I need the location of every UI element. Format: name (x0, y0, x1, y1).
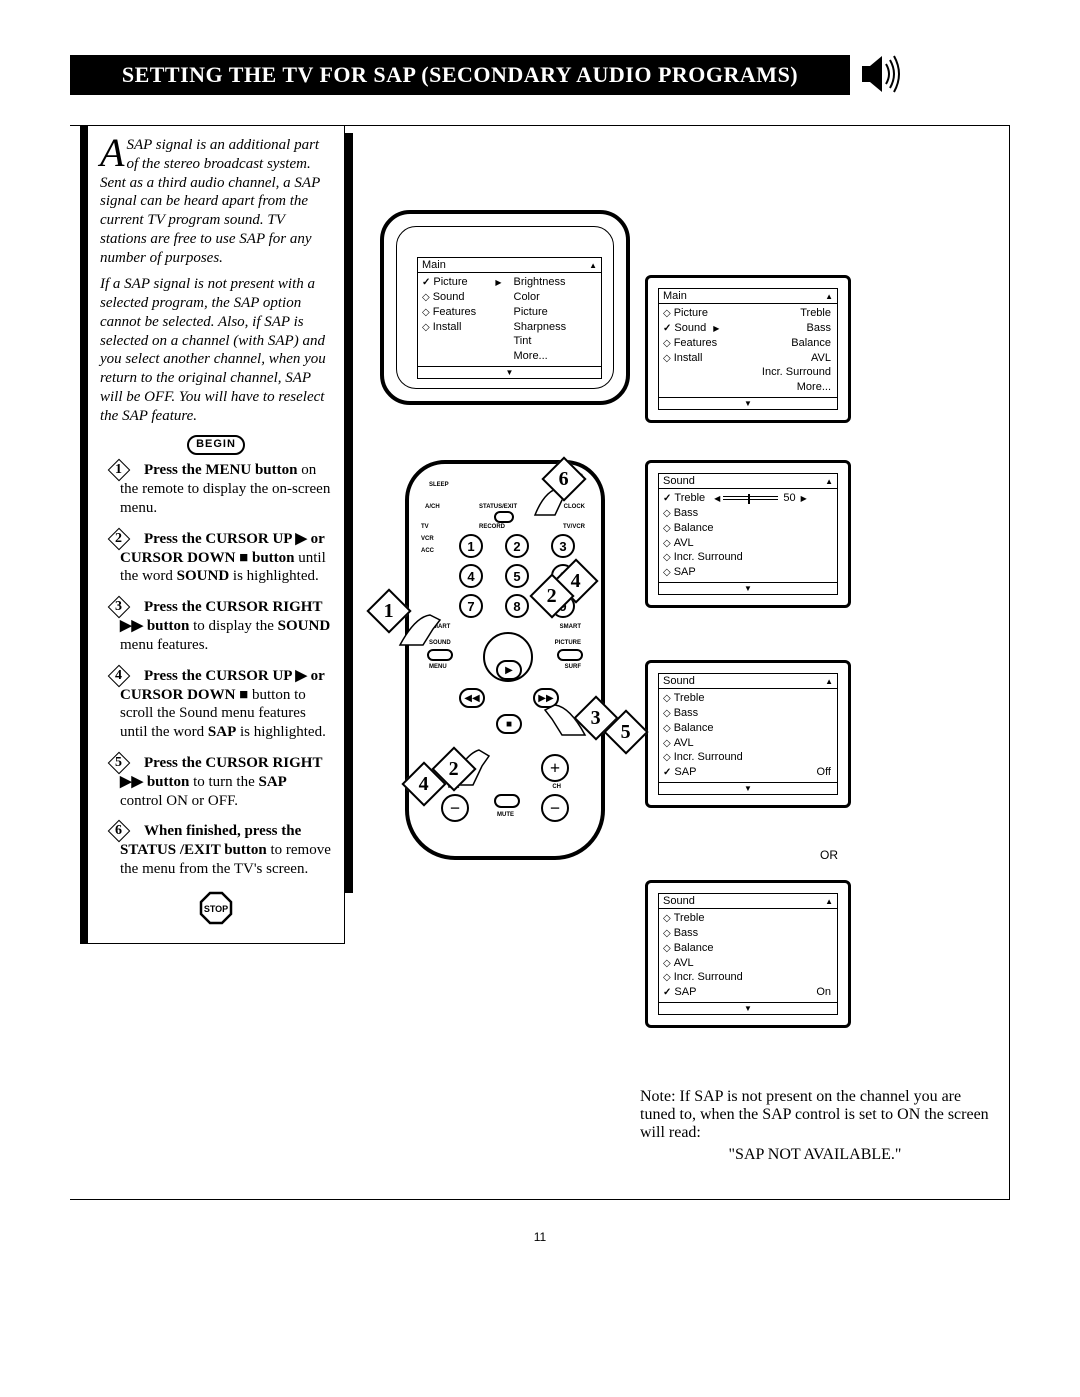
step-2: 2Press the CURSOR UP ▶ or CURSOR DOWN ■ … (100, 530, 332, 587)
submenu-item: Brightness (514, 275, 598, 290)
key-8[interactable]: 8 (505, 594, 529, 618)
intro-paragraph-2: If a SAP signal is not present with a se… (100, 275, 332, 425)
page-title: SETTING THE TV FOR SAP (SECONDARY AUDIO … (70, 55, 850, 95)
menu-item: Balance (663, 941, 833, 956)
menu-item: Bass (663, 926, 833, 941)
key-1[interactable]: 1 (459, 534, 483, 558)
submenu-item: Color (514, 290, 598, 305)
menu-item: Incr. Surround (663, 550, 833, 565)
status-label: STATUS/EXIT (479, 504, 517, 510)
step-marker: 3 (108, 599, 132, 617)
menu-item: InstallAVL (663, 351, 833, 366)
step-4: 4Press the CURSOR UP ▶ or CURSOR DOWN ■ … (100, 667, 332, 742)
menu-item: Treble50 (663, 491, 833, 506)
osd-menu-4: SoundTrebleBassBalanceAVLIncr. SurroundS… (645, 880, 851, 1028)
menu-item: Incr. Surround (663, 750, 833, 765)
menu-item: Incr. Surround (663, 970, 833, 985)
key-5[interactable]: 5 (505, 564, 529, 588)
menu-item: SAP (663, 565, 833, 580)
tv-label: TV (421, 524, 429, 530)
menu-item: AVL (663, 736, 833, 751)
svg-text:STOP: STOP (204, 904, 228, 914)
ch-label: CH (552, 784, 561, 790)
osd-menu-1: MainPictureTrebleSoundBassFeaturesBalanc… (645, 275, 851, 423)
menu-item: Balance (663, 721, 833, 736)
menu-item: Picture (422, 275, 506, 290)
cursor-left-button[interactable]: ◀◀ (459, 688, 485, 708)
submenu-item: Sharpness (514, 320, 598, 335)
ach-label: A/CH (425, 504, 440, 510)
key-2[interactable]: 2 (505, 534, 529, 558)
vcr-label: VCR (421, 536, 434, 542)
menu-item: Bass (663, 506, 833, 521)
mute-label: MUTE (497, 812, 514, 818)
osd-menu-3: SoundTrebleBassBalanceAVLIncr. SurroundS… (645, 660, 851, 808)
key-3[interactable]: 3 (551, 534, 575, 558)
step-marker: 5 (108, 755, 132, 773)
step-3: 3Press the CURSOR RIGHT ▶▶ button to dis… (100, 598, 332, 655)
step-marker: 1 (108, 462, 132, 480)
menu-item: Incr. Surround (663, 365, 833, 380)
menu-item: More... (663, 380, 833, 395)
stop-badge: STOP (199, 891, 233, 925)
begin-badge: BEGIN (187, 435, 245, 455)
tv-screen: Main PictureSoundFeaturesInstallBrightne… (380, 210, 630, 405)
menu-item: PictureTreble (663, 306, 833, 321)
tv-osd-menu: Main PictureSoundFeaturesInstallBrightne… (417, 257, 602, 379)
step-marker: 2 (108, 531, 132, 549)
remote-control: SLEEP POWER A/CH STATUS/EXIT CLOCK TV VC… (405, 460, 605, 860)
acc-label: ACC (421, 548, 434, 554)
menu-item: Sound (422, 290, 506, 305)
step-marker: 4 (108, 668, 132, 686)
surf-label: SURF (565, 664, 581, 670)
page-number: 11 (0, 1230, 1080, 1244)
osd-menu-2: SoundTreble50BassBalanceAVLIncr. Surroun… (645, 460, 851, 608)
menu-item: Treble (663, 911, 833, 926)
sleep-label: SLEEP (429, 482, 449, 488)
submenu-item: More... (514, 349, 598, 364)
picture-label: PICTURE (555, 640, 581, 646)
status-button[interactable] (494, 511, 514, 523)
footer-note: Note: If SAP is not present on the chann… (640, 1088, 990, 1164)
menu-item: AVL (663, 956, 833, 971)
menu-item: AVL (663, 536, 833, 551)
menu-title: Main (422, 259, 446, 271)
menu-button[interactable] (427, 649, 453, 661)
cursor-down-button[interactable]: ■ (496, 714, 522, 734)
menu-item: Features (422, 305, 506, 320)
key-7[interactable]: 7 (459, 594, 483, 618)
record-label: RECORD (479, 524, 505, 530)
up-arrow-icon (589, 259, 597, 271)
menu-item: SAPOn (663, 985, 833, 1000)
menu-item: SoundBass (663, 321, 833, 336)
step-marker: 6 (108, 823, 132, 841)
surf-button[interactable] (557, 649, 583, 661)
dropcap: A (100, 136, 126, 170)
ch-down-button[interactable]: − (541, 794, 569, 822)
speaker-icon (860, 52, 910, 96)
step-6: 6When finished, press the STATUS /EXIT b… (100, 822, 332, 879)
submenu-item: Picture (514, 305, 598, 320)
step-5: 5Press the CURSOR RIGHT ▶▶ button to tur… (100, 754, 332, 811)
submenu-item: Tint (514, 334, 598, 349)
mute-button[interactable] (494, 794, 520, 808)
menu-item: Bass (663, 706, 833, 721)
key-4[interactable]: 4 (459, 564, 483, 588)
or-label: OR (820, 848, 838, 862)
menu-item: SAPOff (663, 765, 833, 780)
step-1: 1Press the MENU button on the remote to … (100, 461, 332, 518)
menu-item: Treble (663, 691, 833, 706)
vol-down-button[interactable]: − (441, 794, 469, 822)
menu-label: MENU (429, 664, 447, 670)
smart-right-label: SMART (560, 624, 581, 630)
menu-item: FeaturesBalance (663, 336, 833, 351)
menu-item: Install (422, 320, 506, 335)
tvvcr-label: TV/VCR (563, 524, 585, 530)
instruction-column: A SAP signal is an additional part of th… (80, 125, 345, 944)
menu-item: Balance (663, 521, 833, 536)
ch-up-button[interactable]: + (541, 754, 569, 782)
down-arrow-icon (506, 367, 514, 377)
cursor-up-button[interactable]: ▶ (496, 660, 522, 680)
intro-paragraph-1: A SAP signal is an additional part of th… (100, 136, 332, 267)
